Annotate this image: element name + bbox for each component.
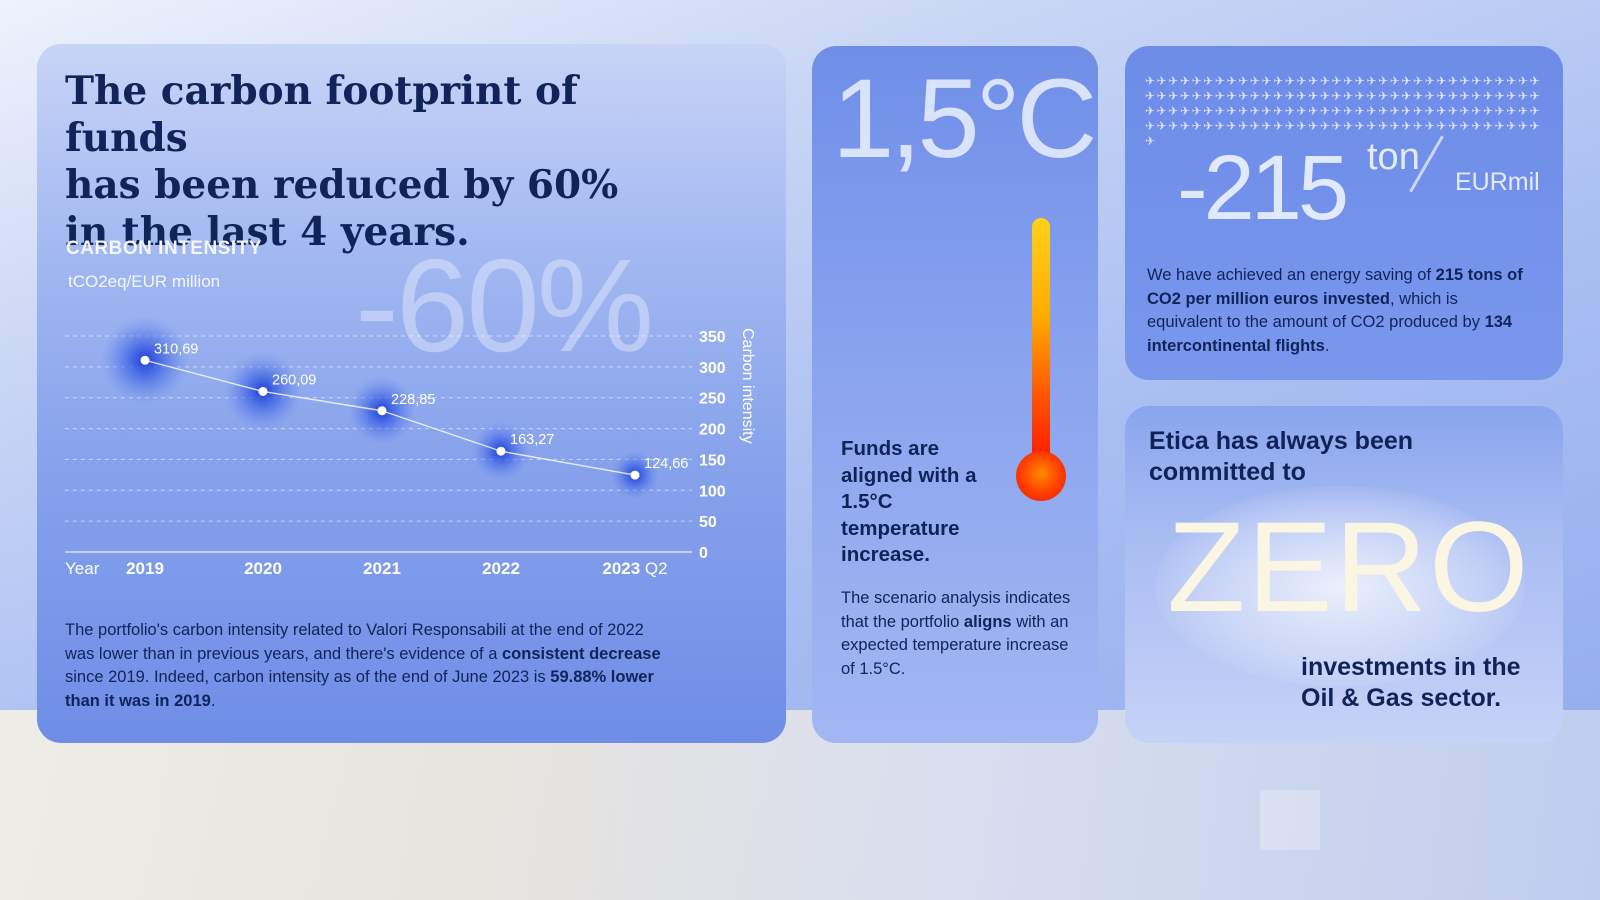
headline: The carbon footprint of funds has been r…	[65, 68, 685, 256]
thermometer-icon	[1032, 218, 1050, 466]
data-label: 228,85	[391, 392, 435, 408]
desc-part-3: .	[210, 691, 216, 710]
y-tick-label: 100	[699, 483, 726, 500]
energy-desc-part-2: , which is equivalent to the amount of C…	[1147, 289, 1485, 332]
x-tick-label: 2022	[482, 559, 520, 578]
data-point	[377, 406, 387, 416]
desc-part-1: The portfolio's carbon intensity related…	[65, 621, 644, 663]
carbon-intensity-chart: 310,69 260,09 228,85 163,27 124,66 0 50 100 150…	[65, 316, 756, 578]
data-label: 124,66	[644, 456, 688, 472]
y-tick-label: 50	[699, 514, 717, 531]
zero-word: ZERO	[1167, 496, 1531, 639]
desc-bold-2: 59.88% lower than it was in 2019	[65, 668, 654, 710]
chart-title: CARBON INTENSITY	[66, 238, 262, 259]
chart-description: The portfolio's carbon intensity related…	[65, 619, 665, 713]
y-tick-label: 0	[699, 545, 708, 562]
headline-line-1: The carbon footprint of funds	[65, 68, 578, 161]
x-axis-label: Year	[65, 559, 100, 578]
temp-desc-bold: aligns	[963, 612, 1012, 631]
energy-desc-part-1: We have achieved an energy saving of	[1147, 266, 1436, 284]
temp-desc-part-1: The scenario analysis indicates that the…	[841, 589, 1071, 631]
energy-desc-bold-2: 134 intercontinental flights	[1147, 313, 1513, 355]
desc-part-2: since 2019. Indeed, carbon intensity as …	[65, 668, 551, 686]
temperature-claim: Funds are aligned with a 1.5°C temperatu…	[841, 437, 977, 566]
temp-desc-part-2: with an expected temperature increase of…	[841, 612, 1069, 678]
temperature-card: 1,5°C Funds are aligned with a 1.5°C tem…	[812, 46, 1098, 743]
y-tick-label: 250	[699, 391, 726, 408]
data-label: 163,27	[510, 432, 554, 448]
energy-saving-card: ✈✈✈✈✈✈✈✈✈✈✈✈✈✈✈✈✈✈✈✈✈✈✈✈✈✈✈✈✈✈✈✈✈✈✈✈✈✈✈✈…	[1125, 46, 1563, 380]
temperature-description: The scenario analysis indicates that the…	[841, 587, 1071, 681]
chart-unit: tCO2eq/EUR million	[68, 272, 221, 291]
temperature-value: 1,5°C	[832, 56, 1097, 181]
x-tick-label: 2021	[363, 559, 401, 578]
headline-line-3: in the last 4 years.	[65, 209, 470, 255]
y-tick-label: 300	[699, 360, 726, 377]
y-axis-label: Carbon intensity	[739, 328, 756, 444]
carbon-footprint-card: The carbon footprint of funds has been r…	[37, 44, 786, 743]
data-point	[140, 355, 150, 365]
x-tick-label: 2023 Q2	[602, 559, 667, 578]
data-label: 260,09	[272, 372, 316, 388]
y-tick-label: 350	[699, 329, 726, 346]
y-tick-label: 200	[699, 422, 726, 439]
x-tick-label: 2020	[244, 559, 282, 578]
energy-unit-top: ton	[1367, 136, 1420, 178]
x-tick-label: 2019	[126, 559, 164, 578]
decorative-square	[1260, 790, 1320, 850]
energy-desc-bold-1: 215 tons of CO2 per million euros invest…	[1147, 266, 1523, 308]
data-label: 310,69	[154, 341, 198, 357]
y-tick-label: 150	[699, 452, 726, 469]
energy-number: -215	[1177, 137, 1349, 239]
zero-outro: investments in the Oil & Gas sector.	[1301, 653, 1521, 712]
big-percent: -60%	[355, 232, 654, 379]
airplane-icons: ✈✈✈✈✈✈✈✈✈✈✈✈✈✈✈✈✈✈✈✈✈✈✈✈✈✈✈✈✈✈✈✈✈✈✈✈✈✈✈✈…	[1145, 74, 1542, 148]
energy-desc-part-3: .	[1324, 336, 1330, 355]
desc-bold-1: consistent decrease	[501, 644, 661, 663]
data-point	[630, 470, 640, 480]
cloud-decoration	[1155, 486, 1525, 686]
data-point	[496, 446, 506, 456]
energy-description: We have achieved an energy saving of 215…	[1147, 264, 1537, 358]
data-point	[258, 386, 268, 396]
zero-investment-card: Etica has always been committed to ZERO …	[1125, 406, 1563, 743]
headline-line-2: has been reduced by 60%	[65, 162, 619, 208]
zero-intro: Etica has always been committed to	[1149, 427, 1414, 486]
energy-unit-bottom: EURmil	[1455, 168, 1540, 196]
thermometer-bulb-icon	[1016, 451, 1066, 501]
